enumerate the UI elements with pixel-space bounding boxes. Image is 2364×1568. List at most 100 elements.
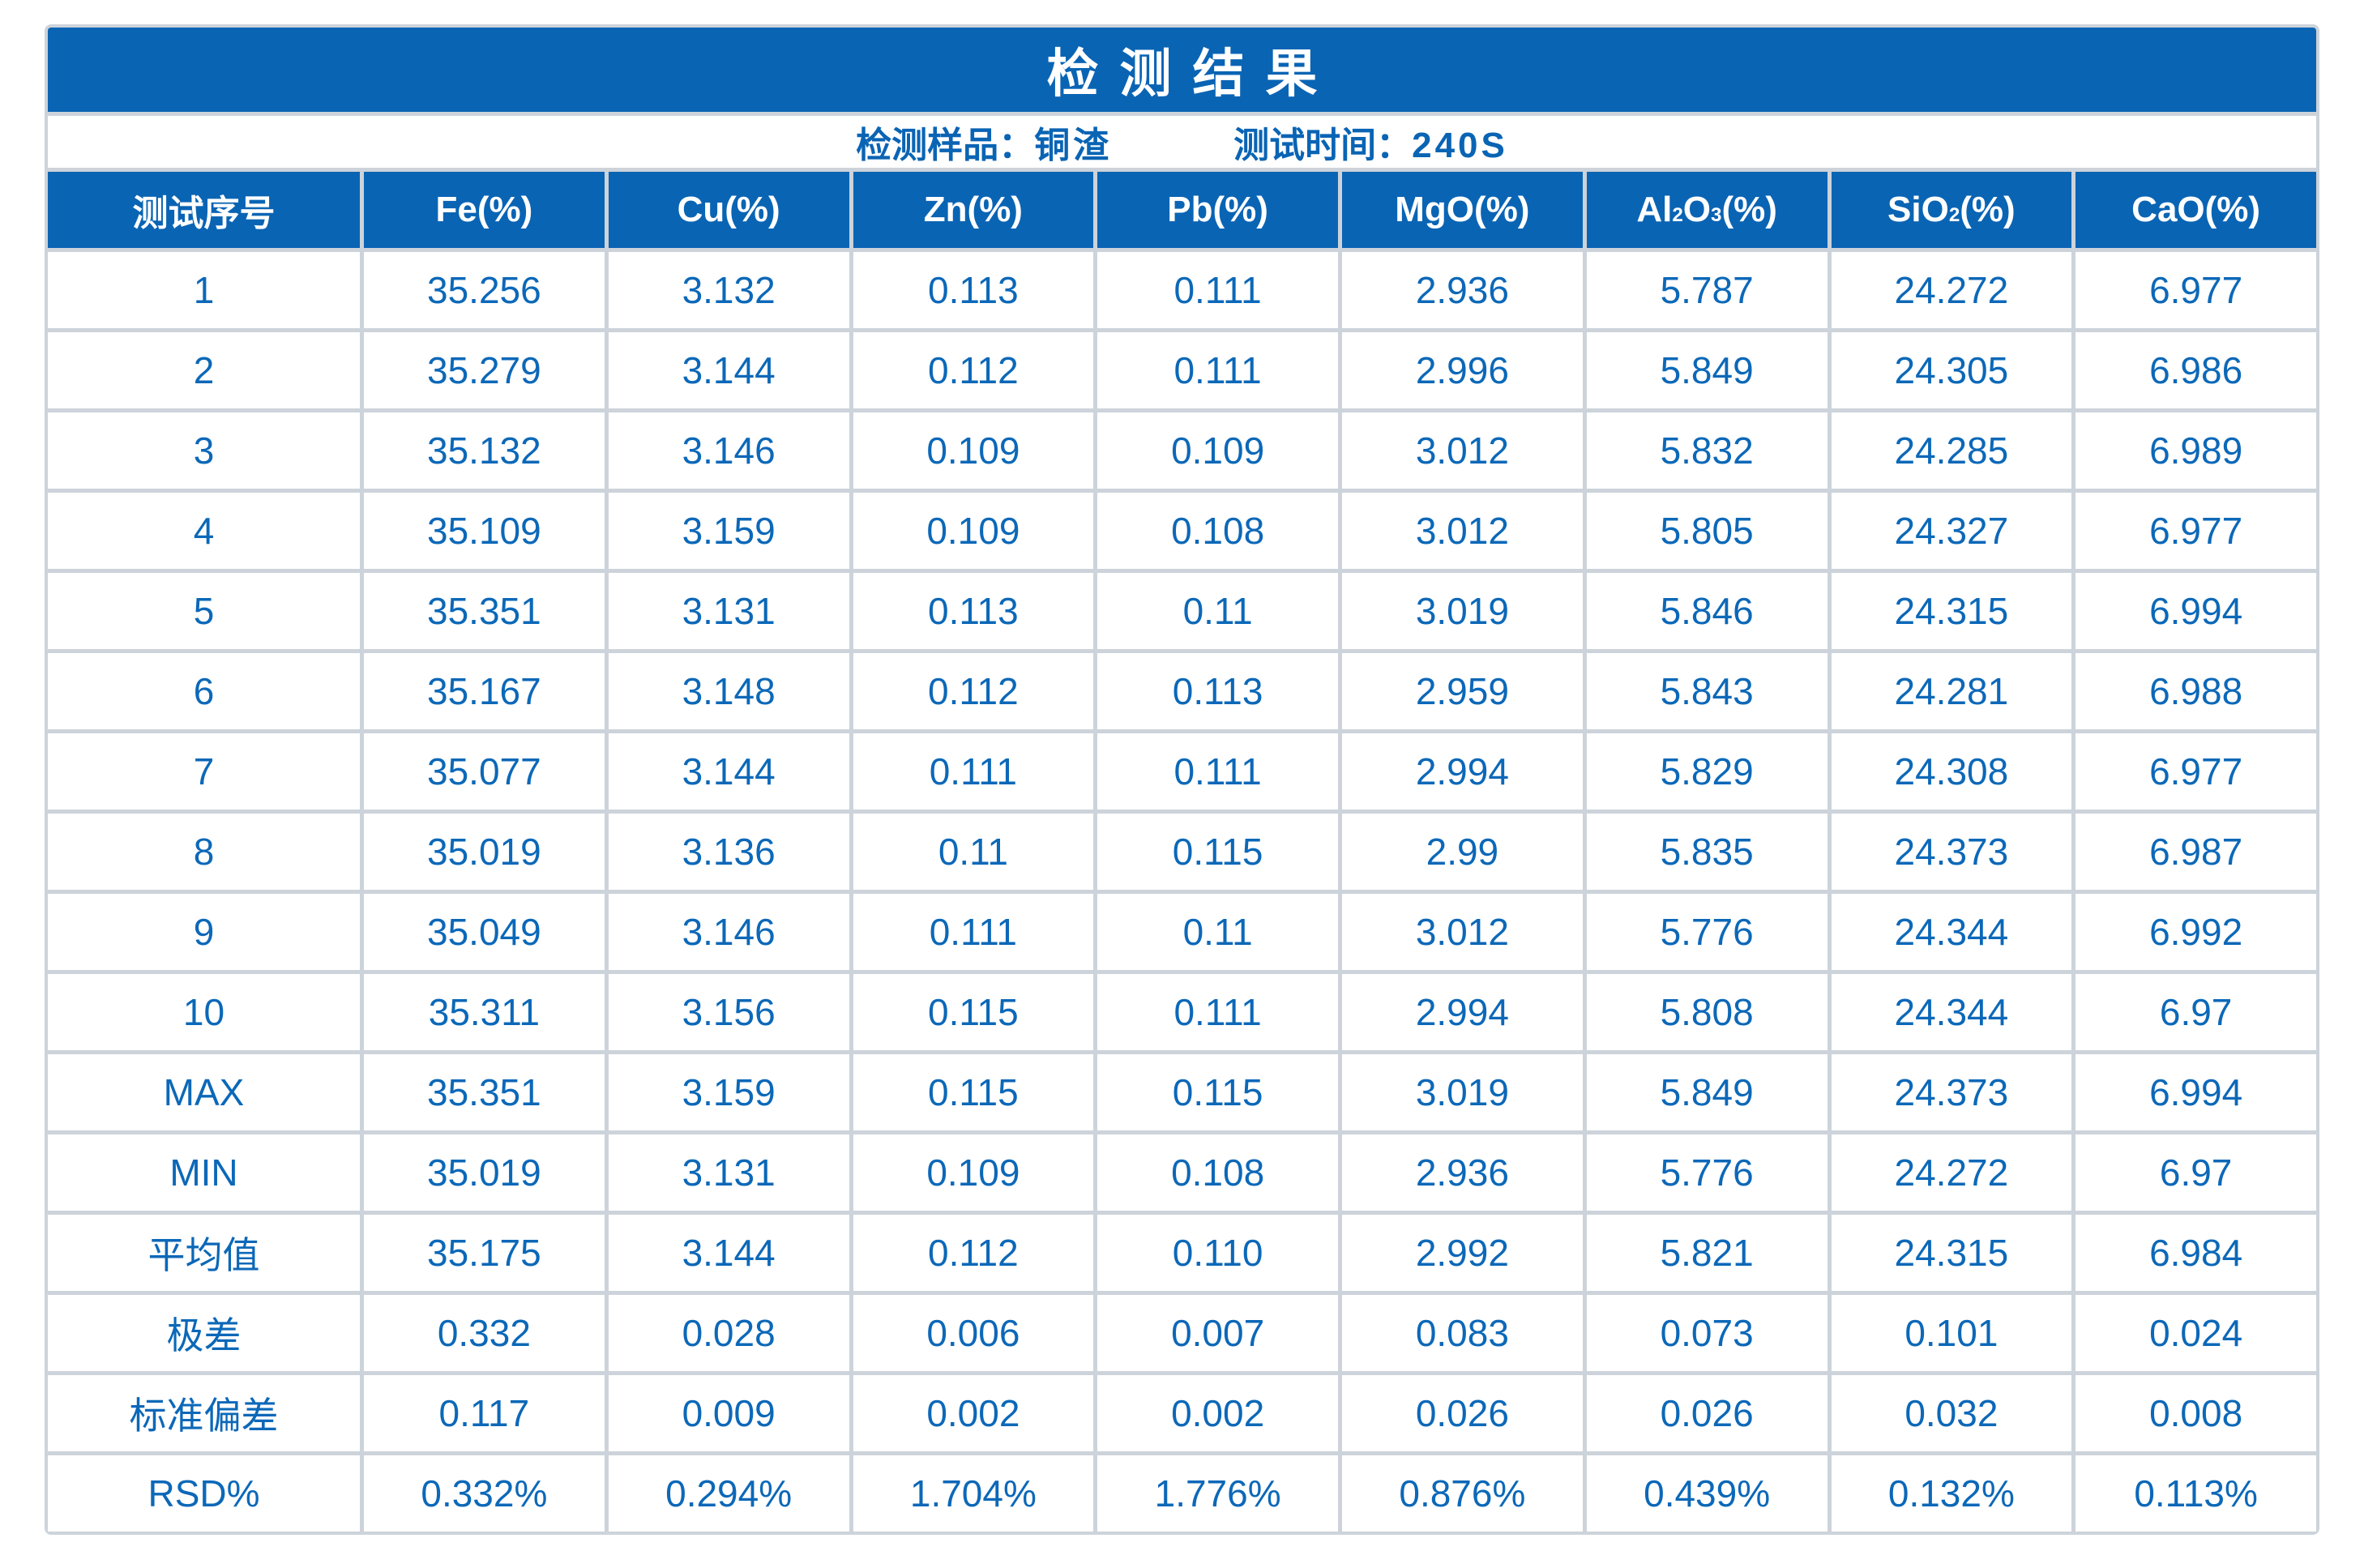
row-label: 极差 xyxy=(48,1295,360,1371)
sample-info: 检测样品：铜渣 xyxy=(856,116,1112,168)
value-cell-Zn-row12: 0.109 xyxy=(853,1134,1094,1211)
value-cell-SiO2-row8: 24.373 xyxy=(1831,814,2072,890)
value-cell-Pb-row12: 0.108 xyxy=(1097,1134,1338,1211)
value-cell-MgO-row3: 3.012 xyxy=(1342,412,1583,489)
value-cell-SiO2-row5: 24.315 xyxy=(1831,573,2072,649)
time-label: 测试时间： xyxy=(1233,126,1413,165)
value-cell-CaO-row3: 6.989 xyxy=(2075,412,2316,489)
value-cell-Al2O3-row5: 5.846 xyxy=(1586,573,1828,649)
value-cell-Zn-row4: 0.109 xyxy=(853,493,1094,569)
value-cell-Zn-row13: 0.112 xyxy=(853,1215,1094,1291)
value-cell-MgO-row2: 2.996 xyxy=(1342,332,1583,408)
value-cell-Al2O3-row12: 5.776 xyxy=(1586,1134,1828,1211)
value-cell-CaO-row10: 6.97 xyxy=(2075,974,2316,1050)
value-cell-Al2O3-row11: 5.849 xyxy=(1586,1054,1828,1130)
value-cell-SiO2-row6: 24.281 xyxy=(1831,653,2072,729)
header-text: Cu(%) xyxy=(677,190,780,229)
row-label: 平均值 xyxy=(48,1215,360,1291)
value-cell-MgO-row13: 2.992 xyxy=(1342,1215,1583,1291)
value-cell-Zn-row14: 0.006 xyxy=(853,1295,1094,1371)
value-cell-CaO-row2: 6.986 xyxy=(2075,332,2316,408)
row-label: 5 xyxy=(48,573,360,649)
value-cell-Al2O3-row1: 5.787 xyxy=(1586,252,1828,328)
value-cell-Al2O3-row13: 5.821 xyxy=(1586,1215,1828,1291)
value-cell-Cu-row6: 3.148 xyxy=(608,653,849,729)
value-cell-SiO2-row7: 24.308 xyxy=(1831,733,2072,810)
value-cell-Fe-row10: 35.311 xyxy=(364,974,605,1050)
header-text: Fe(%) xyxy=(435,190,533,229)
value-cell-Pb-row2: 0.111 xyxy=(1097,332,1338,408)
row-label: 6 xyxy=(48,653,360,729)
header-cell-CaO: CaO(%) xyxy=(2075,172,2316,248)
row-label: MAX xyxy=(48,1054,360,1130)
header-cell-SiO2: SiO 2 (%) xyxy=(1831,172,2072,248)
value-cell-Pb-row13: 0.110 xyxy=(1097,1215,1338,1291)
value-cell-SiO2-row1: 24.272 xyxy=(1831,252,2072,328)
value-cell-Fe-row4: 35.109 xyxy=(364,493,605,569)
value-cell-Pb-row5: 0.11 xyxy=(1097,573,1338,649)
value-cell-Pb-row7: 0.111 xyxy=(1097,733,1338,810)
value-cell-Cu-row11: 3.159 xyxy=(608,1054,849,1130)
value-cell-Zn-row5: 0.113 xyxy=(853,573,1094,649)
value-cell-SiO2-row9: 24.344 xyxy=(1831,894,2072,970)
sample-label: 检测样品： xyxy=(856,126,1035,165)
page-title: 检测结果 xyxy=(1046,45,1339,103)
results-table: 测试序号 Fe(%) Cu(%) Zn(%) Pb(%) MgO(%) Al 2 O 3 (%) Si… xyxy=(48,172,2316,1532)
value-cell-Pb-row4: 0.108 xyxy=(1097,493,1338,569)
value-cell-Cu-row14: 0.028 xyxy=(608,1295,849,1371)
value-cell-Zn-row2: 0.112 xyxy=(853,332,1094,408)
value-cell-Fe-row14: 0.332 xyxy=(364,1295,605,1371)
value-cell-Pb-row1: 0.111 xyxy=(1097,252,1338,328)
value-cell-MgO-row11: 3.019 xyxy=(1342,1054,1583,1130)
header-cell-Fe: Fe(%) xyxy=(364,172,605,248)
time-value: 240S xyxy=(1412,126,1508,165)
value-cell-Pb-row9: 0.11 xyxy=(1097,894,1338,970)
row-label: 4 xyxy=(48,493,360,569)
value-cell-Cu-row2: 3.144 xyxy=(608,332,849,408)
value-cell-Cu-row9: 3.146 xyxy=(608,894,849,970)
value-cell-Cu-row10: 3.156 xyxy=(608,974,849,1050)
value-cell-Zn-row15: 0.002 xyxy=(853,1375,1094,1451)
value-cell-Pb-row14: 0.007 xyxy=(1097,1295,1338,1371)
value-cell-Zn-row1: 0.113 xyxy=(853,252,1094,328)
value-cell-CaO-row6: 6.988 xyxy=(2075,653,2316,729)
value-cell-Zn-row16: 1.704% xyxy=(853,1455,1094,1532)
value-cell-SiO2-row3: 24.285 xyxy=(1831,412,2072,489)
value-cell-Fe-row1: 35.256 xyxy=(364,252,605,328)
value-cell-Fe-row13: 35.175 xyxy=(364,1215,605,1291)
value-cell-CaO-row15: 0.008 xyxy=(2075,1375,2316,1451)
value-cell-Cu-row5: 3.131 xyxy=(608,573,849,649)
value-cell-Al2O3-row16: 0.439% xyxy=(1586,1455,1828,1532)
header-text: SiO xyxy=(1887,190,1949,229)
row-label: 3 xyxy=(48,412,360,489)
title-bar: 检测结果 xyxy=(48,28,2316,112)
value-cell-Al2O3-row8: 5.835 xyxy=(1586,814,1828,890)
value-cell-Al2O3-row10: 5.808 xyxy=(1586,974,1828,1050)
value-cell-MgO-row10: 2.994 xyxy=(1342,974,1583,1050)
value-cell-Fe-row16: 0.332% xyxy=(364,1455,605,1532)
value-cell-MgO-row6: 2.959 xyxy=(1342,653,1583,729)
value-cell-CaO-row8: 6.987 xyxy=(2075,814,2316,890)
value-cell-Cu-row13: 3.144 xyxy=(608,1215,849,1291)
header-cell-Al2O3: Al 2 O 3 (%) xyxy=(1586,172,1828,248)
value-cell-MgO-row12: 2.936 xyxy=(1342,1134,1583,1211)
value-cell-MgO-row15: 0.026 xyxy=(1342,1375,1583,1451)
value-cell-Pb-row15: 0.002 xyxy=(1097,1375,1338,1451)
value-cell-CaO-row5: 6.994 xyxy=(2075,573,2316,649)
value-cell-Fe-row6: 35.167 xyxy=(364,653,605,729)
header-cell-Zn: Zn(%) xyxy=(853,172,1094,248)
sample-value: 铜渣 xyxy=(1034,126,1113,165)
value-cell-Cu-row3: 3.146 xyxy=(608,412,849,489)
value-cell-Al2O3-row6: 5.843 xyxy=(1586,653,1828,729)
value-cell-SiO2-row4: 24.327 xyxy=(1831,493,2072,569)
value-cell-Al2O3-row2: 5.849 xyxy=(1586,332,1828,408)
value-cell-Cu-row12: 3.131 xyxy=(608,1134,849,1211)
value-cell-Pb-row8: 0.115 xyxy=(1097,814,1338,890)
header-cell-Cu: Cu(%) xyxy=(608,172,849,248)
value-cell-SiO2-row15: 0.032 xyxy=(1831,1375,2072,1451)
row-label: MIN xyxy=(48,1134,360,1211)
value-cell-Zn-row7: 0.111 xyxy=(853,733,1094,810)
value-cell-Cu-row15: 0.009 xyxy=(608,1375,849,1451)
value-cell-MgO-row7: 2.994 xyxy=(1342,733,1583,810)
time-info: 测试时间：240S xyxy=(1233,116,1508,168)
